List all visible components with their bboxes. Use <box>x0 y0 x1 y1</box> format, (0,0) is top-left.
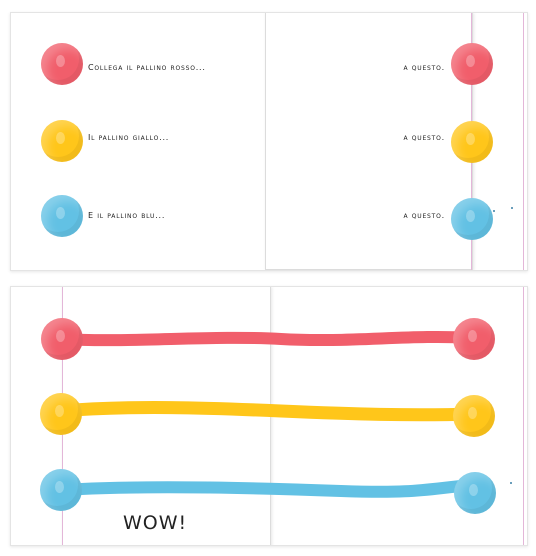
right-page-flap <box>265 13 473 270</box>
instruction-red: Collega il pallino rosso... <box>88 63 206 72</box>
yellow-dot-start <box>41 120 83 162</box>
target-yellow-label: a questo. <box>403 133 445 142</box>
paint-speck <box>493 210 495 212</box>
bottom-book-spread: WOW! <box>10 286 528 546</box>
blue-dot-target <box>451 198 493 240</box>
wow-exclamation: WOW! <box>123 512 188 534</box>
yellow-connecting-stroke <box>54 401 480 422</box>
paint-speck <box>511 207 513 209</box>
blue-dot-start <box>41 195 83 237</box>
red-dot-target <box>451 43 493 85</box>
target-red-label: a questo. <box>403 63 445 72</box>
instruction-yellow: Il pallino giallo... <box>88 133 170 142</box>
page-edge-line <box>523 287 524 545</box>
top-book-spread: Collega il pallino rosso... Il pallino g… <box>10 12 528 271</box>
page-edge-line <box>523 13 524 270</box>
red-dot-start <box>41 318 83 360</box>
red-dot-start <box>41 43 83 85</box>
left-page-flap <box>62 287 271 545</box>
connecting-strokes <box>54 330 480 498</box>
red-connecting-stroke <box>55 330 479 347</box>
yellow-dot-target <box>453 395 495 437</box>
blue-dot-target <box>454 472 496 514</box>
yellow-dot-target <box>451 121 493 163</box>
paint-speck <box>510 482 512 484</box>
target-blue-label: a questo. <box>403 211 445 220</box>
blue-dot-start <box>40 469 82 511</box>
red-dot-target <box>453 318 495 360</box>
instruction-blue: E il pallino blu... <box>88 211 166 220</box>
yellow-dot-start <box>40 393 82 435</box>
blue-connecting-stroke <box>55 479 479 498</box>
